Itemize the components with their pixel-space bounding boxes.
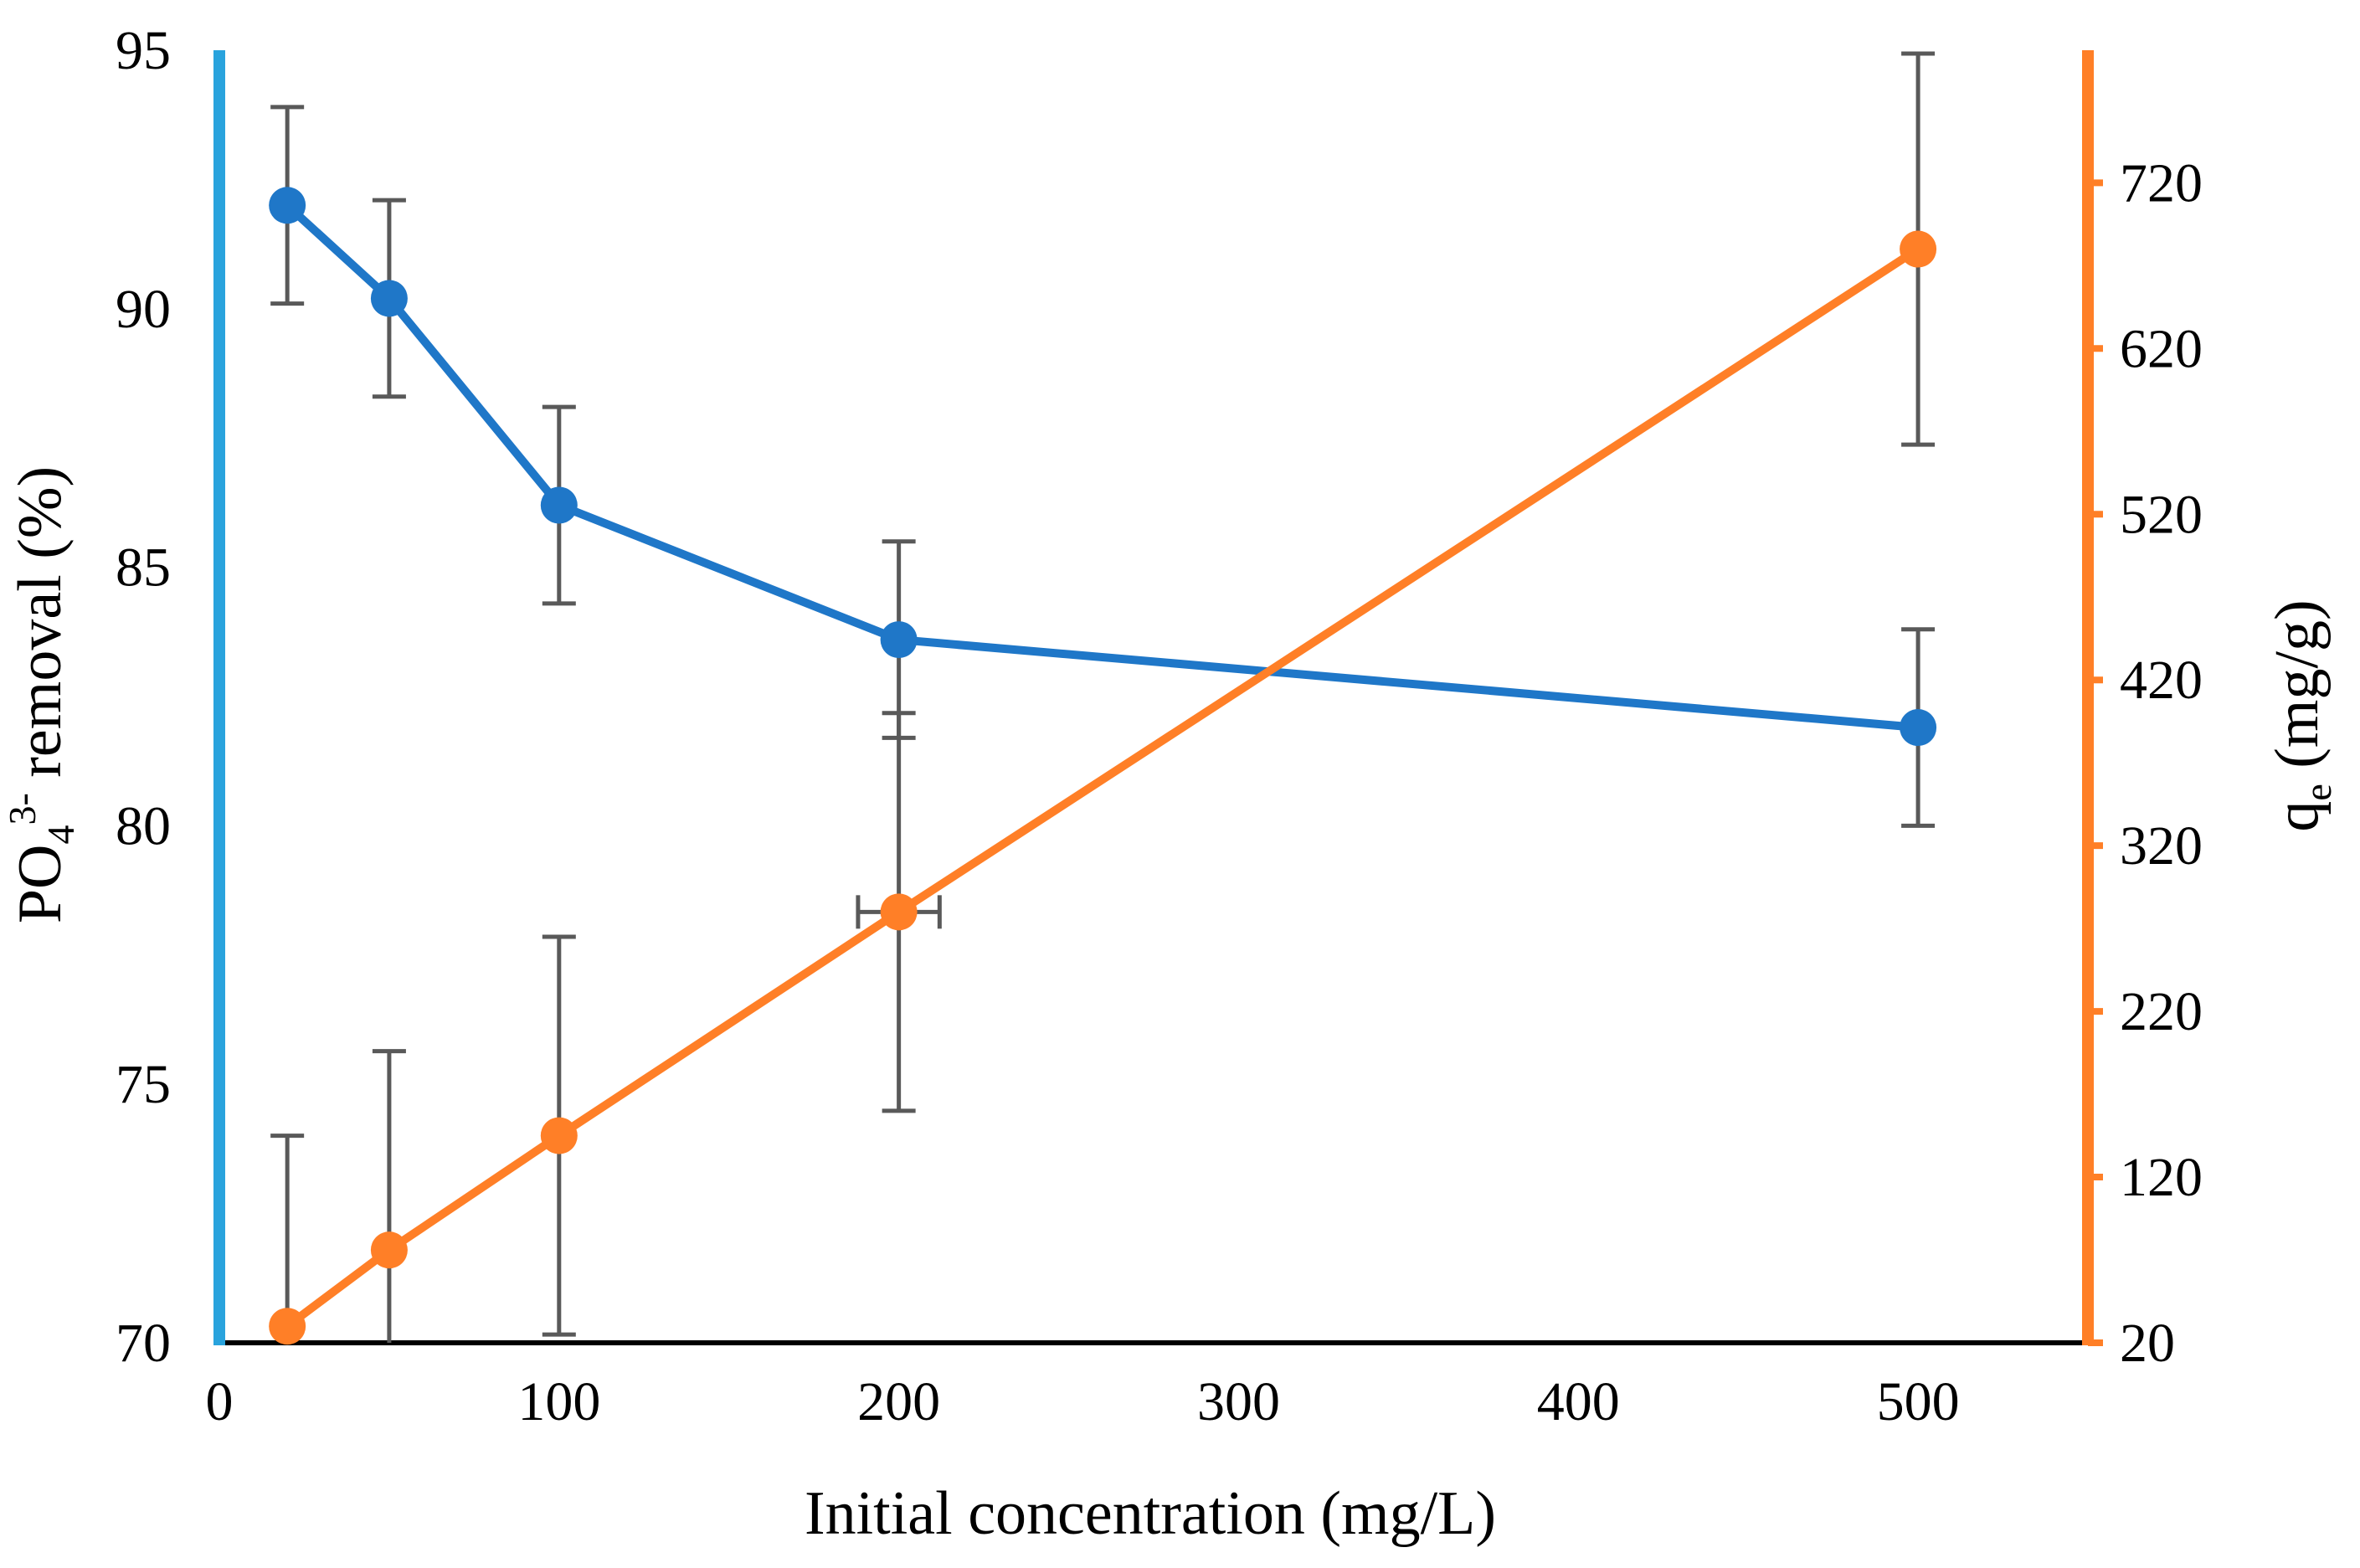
x-tick-label-0: 0 — [206, 1371, 234, 1432]
series-line-1 — [285, 245, 1920, 1330]
y-left-tick-label-3: 85 — [116, 537, 171, 599]
data-point-s1-p4 — [1900, 230, 1937, 268]
x-tick-label-2: 200 — [857, 1371, 940, 1432]
y-left-tick-label-5: 95 — [116, 20, 171, 81]
data-point-s1-p0 — [269, 1308, 306, 1345]
y-right-tick-label-7: 720 — [2120, 152, 2203, 213]
y-right-tick-label-3: 320 — [2120, 815, 2203, 877]
x-tick-label-1: 100 — [517, 1371, 600, 1432]
y-right-tick-label-2: 220 — [2120, 981, 2203, 1042]
data-point-s0-p2 — [540, 486, 578, 524]
data-point-s0-p1 — [370, 280, 408, 317]
x-axis-title: Initial concentration (mg/L) — [805, 1479, 1496, 1548]
series-line-0 — [284, 202, 1919, 733]
x-tick-label-4: 400 — [1537, 1371, 1620, 1432]
y-right-tick-label-0: 20 — [2120, 1313, 2175, 1374]
series-lines — [284, 202, 1920, 1330]
data-point-s0-p0 — [269, 187, 306, 224]
error-bars — [270, 51, 1936, 1343]
y-axis-right-title: qe (mg/g) — [2263, 599, 2339, 831]
data-point-s1-p2 — [540, 1117, 578, 1154]
x-tick-label-3: 300 — [1197, 1371, 1280, 1432]
y-right-tick-label-6: 620 — [2120, 318, 2203, 379]
tick-labels: 0 100 200 300 400 500 70 75 80 85 90 95 20 120 220 320 4… — [116, 20, 2203, 1432]
data-points — [269, 187, 1937, 1345]
data-point-s1-p1 — [370, 1231, 408, 1269]
data-point-s1-p3 — [880, 893, 918, 931]
data-point-s0-p4 — [1900, 709, 1937, 747]
data-point-s0-p3 — [880, 621, 918, 659]
y-left-tick-label-4: 90 — [116, 279, 171, 340]
y-right-tick-label-4: 420 — [2120, 650, 2203, 711]
x-tick-label-5: 500 — [1877, 1371, 1960, 1432]
y-axis-left-title: PO43- removal (%) — [1, 466, 82, 923]
y-right-tick-label-1: 120 — [2120, 1147, 2203, 1208]
y-right-tick-label-5: 520 — [2120, 484, 2203, 545]
y-left-tick-label-2: 80 — [116, 795, 171, 856]
axes — [213, 50, 2103, 1346]
y-left-tick-label-1: 75 — [116, 1054, 171, 1115]
y-left-tick-label-0: 70 — [116, 1313, 171, 1374]
